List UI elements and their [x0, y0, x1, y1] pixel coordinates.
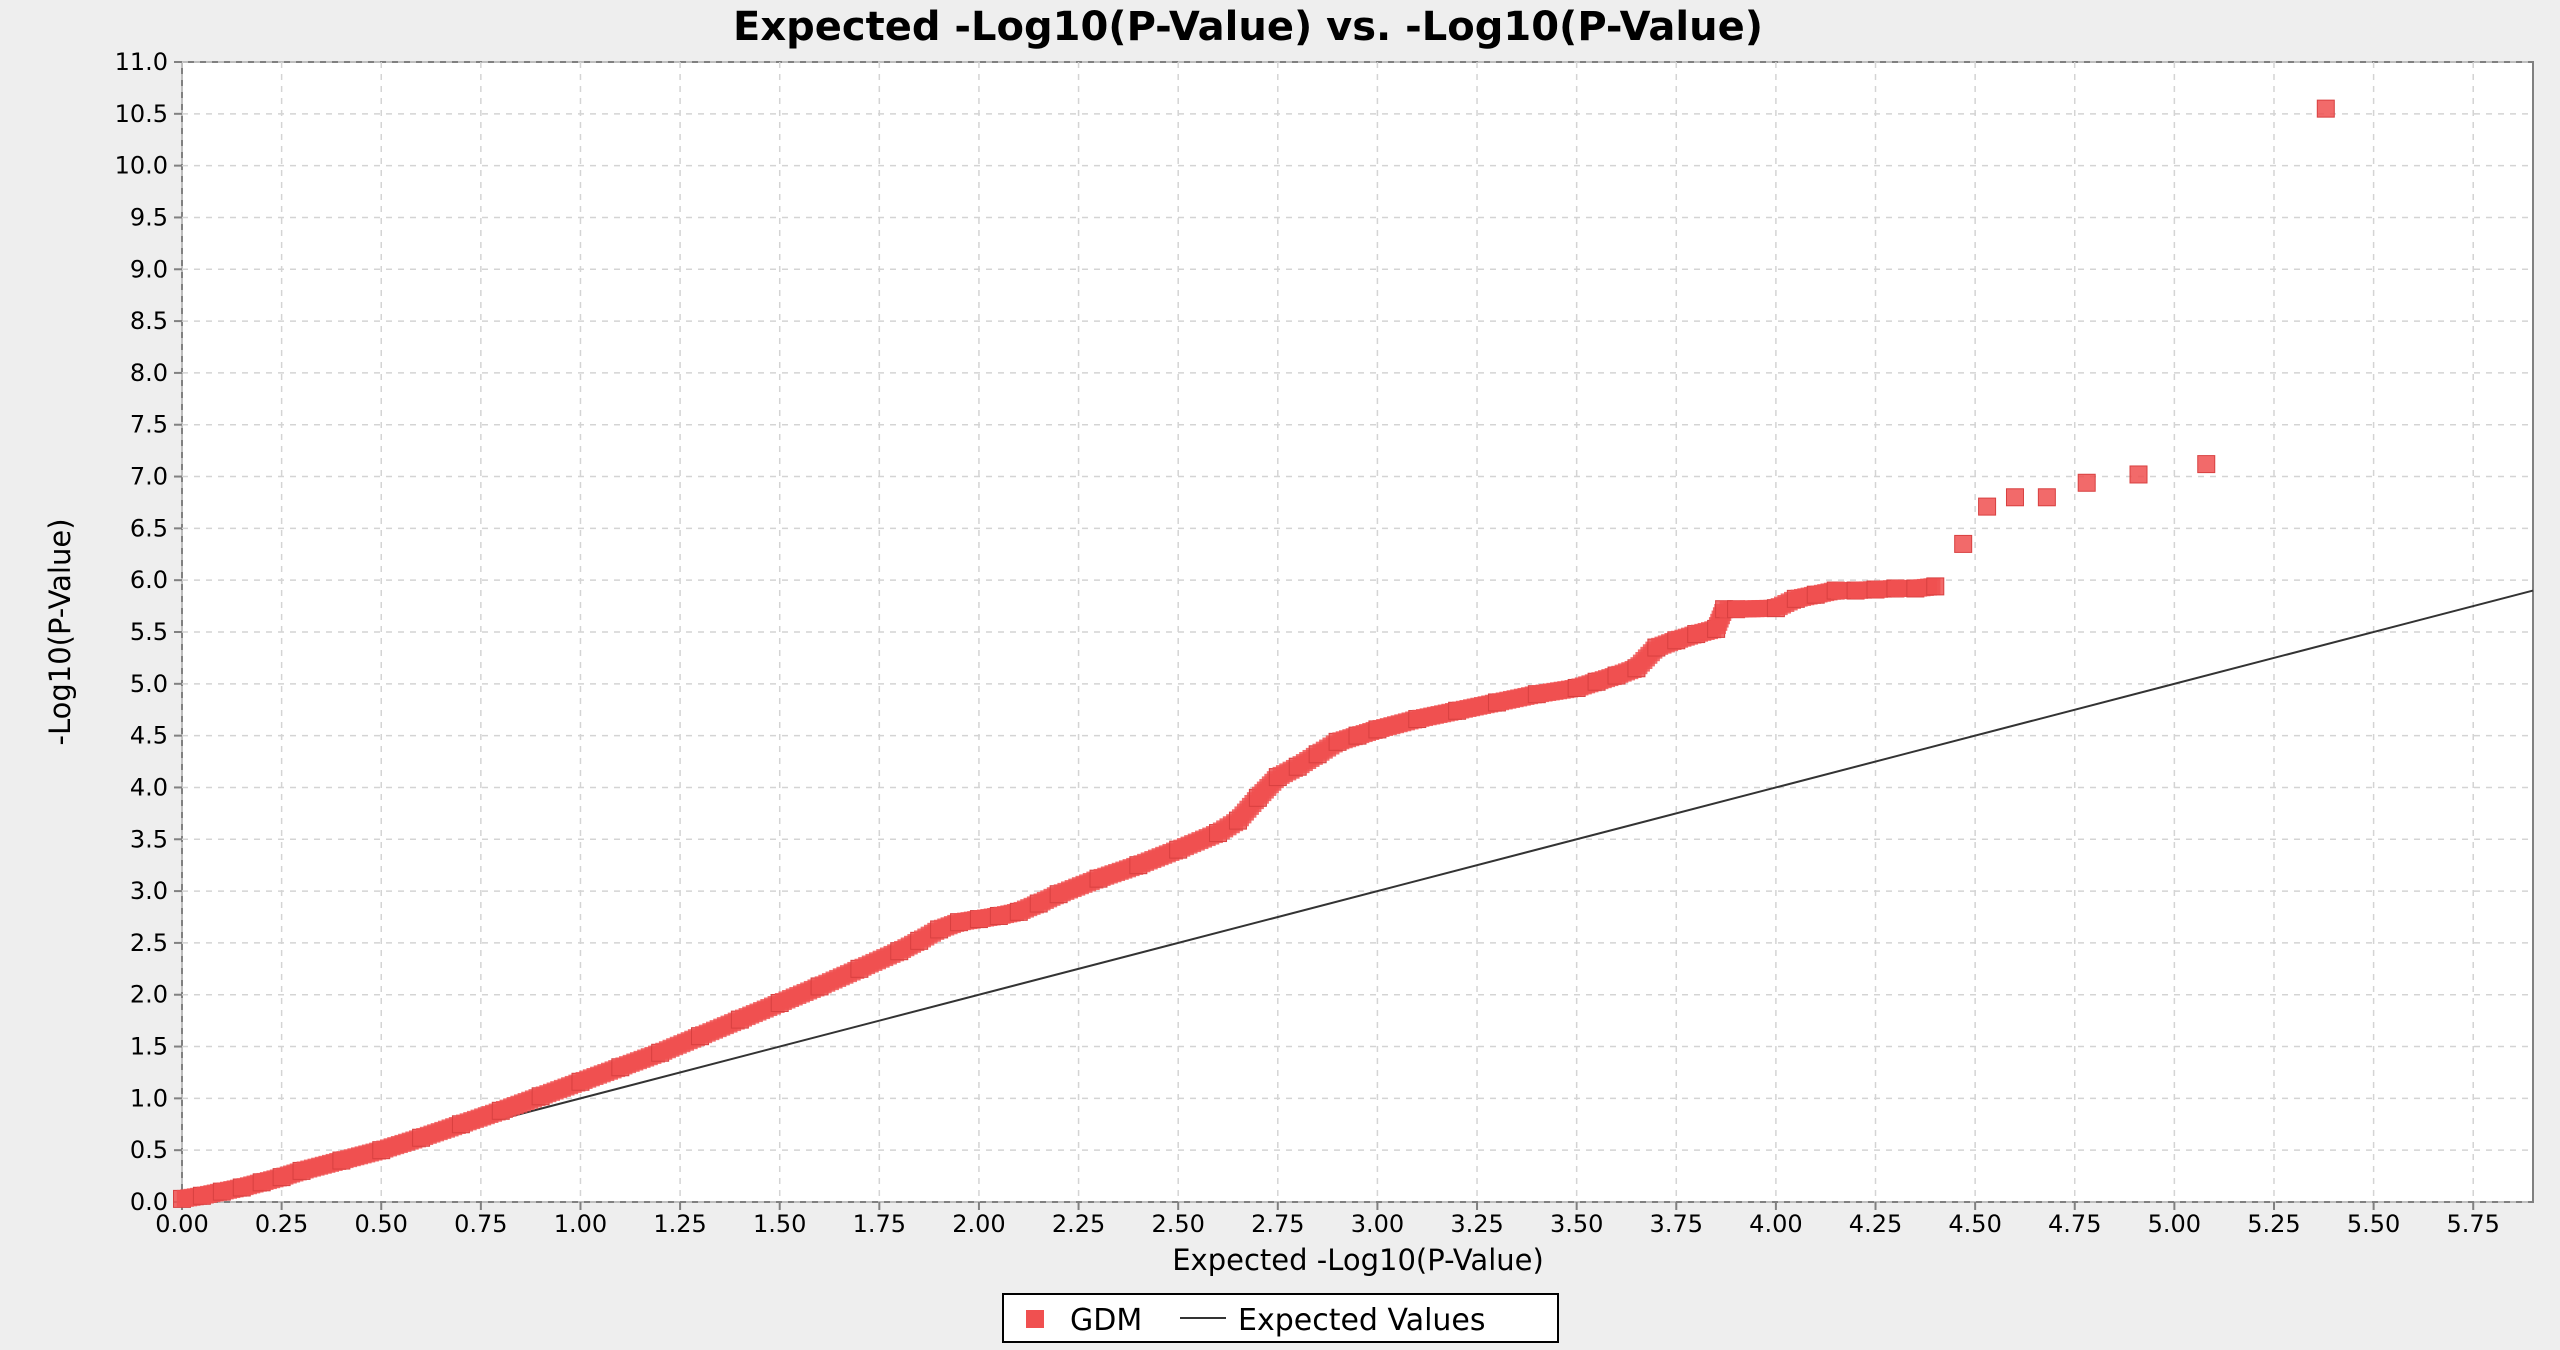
x-tick-label: 2.00 — [952, 1210, 1005, 1238]
y-tick-label: 9.0 — [130, 255, 168, 283]
y-tick-label: 7.5 — [130, 411, 168, 439]
y-tick-label: 2.0 — [130, 981, 168, 1009]
x-tick-label: 0.00 — [155, 1210, 208, 1238]
x-tick-label: 2.25 — [1052, 1210, 1105, 1238]
x-tick-label: 4.00 — [1749, 1210, 1802, 1238]
y-tick-label: 5.0 — [130, 670, 168, 698]
y-tick-label: 3.5 — [130, 825, 168, 853]
data-points — [173, 99, 2335, 1208]
gdm-point — [1926, 577, 1945, 596]
grid-lines — [181, 61, 2533, 1203]
x-tick-label: 1.75 — [853, 1210, 906, 1238]
legend-expected-label: Expected Values — [1238, 1303, 1486, 1338]
gdm-point — [2037, 488, 2056, 507]
gdm-point — [2005, 488, 2024, 507]
y-tick-label: 4.5 — [130, 722, 168, 750]
y-tick-label: 0.0 — [130, 1188, 168, 1216]
y-tick-label: 8.0 — [130, 359, 168, 387]
y-tick-label: 9.5 — [130, 203, 168, 231]
x-tick-label: 5.50 — [2347, 1210, 2400, 1238]
y-axis-label: -Log10(P-Value) — [43, 518, 77, 745]
x-tick-label: 1.50 — [753, 1210, 806, 1238]
x-tick-label: 5.75 — [2447, 1210, 2500, 1238]
x-tick-label: 3.00 — [1351, 1210, 1404, 1238]
x-tick-label: 3.75 — [1650, 1210, 1703, 1238]
x-axis-label: Expected -Log10(P-Value) — [1172, 1243, 1544, 1277]
y-tick-label: 11.0 — [115, 48, 168, 76]
x-tick-label: 0.75 — [454, 1210, 507, 1238]
y-tick-label: 3.0 — [130, 877, 168, 905]
gdm-point — [2077, 473, 2096, 492]
x-tick-label: 4.25 — [1849, 1210, 1902, 1238]
x-tick-label: 4.75 — [2048, 1210, 2101, 1238]
x-tick-label: 5.00 — [2148, 1210, 2201, 1238]
x-tick-label: 1.25 — [653, 1210, 706, 1238]
x-tick-label: 2.50 — [1151, 1210, 1204, 1238]
x-tick-label: 0.50 — [355, 1210, 408, 1238]
gdm-point — [1954, 534, 1973, 553]
expected-values-line — [181, 589, 2534, 1203]
x-tick-label: 3.50 — [1550, 1210, 1603, 1238]
y-tick-label: 10.0 — [115, 152, 168, 180]
y-tick-label: 1.5 — [130, 1033, 168, 1061]
chart-title: Expected -Log10(P-Value) vs. -Log10(P-Va… — [733, 4, 1763, 50]
y-tick-label: 6.5 — [130, 514, 168, 542]
y-tick-label: 8.5 — [130, 307, 168, 335]
y-tick-label: 2.5 — [130, 929, 168, 957]
y-tick-label: 7.0 — [130, 463, 168, 491]
x-tick-label: 1.00 — [554, 1210, 607, 1238]
y-tick-label: 4.0 — [130, 773, 168, 801]
y-tick-label: 0.5 — [130, 1136, 168, 1164]
legend-gdm-label: GDM — [1070, 1303, 1142, 1338]
axis-ticks: 0.00 0.25 0.50 0.75 1.00 1.25 1.50 1.75 2.00 2.25… — [115, 48, 2500, 1238]
expected-line-layer — [181, 589, 2534, 1203]
gdm-point — [1978, 497, 1997, 516]
gdm-point — [2197, 455, 2216, 474]
x-tick-label: 5.25 — [2247, 1210, 2300, 1238]
y-tick-label: 10.5 — [115, 100, 168, 128]
chart-legend: GDM Expected Values — [1002, 1293, 1559, 1343]
y-tick-label: 5.5 — [130, 618, 168, 646]
x-tick-label: 4.50 — [1948, 1210, 2001, 1238]
x-tick-label: 2.75 — [1251, 1210, 1304, 1238]
x-tick-label: 0.25 — [255, 1210, 308, 1238]
gdm-point — [2316, 99, 2335, 118]
legend-box — [1002, 1293, 1559, 1343]
y-tick-label: 1.0 — [130, 1084, 168, 1112]
gdm-point — [2129, 465, 2148, 484]
legend-gdm-swatch — [1026, 1310, 1044, 1328]
y-tick-label: 6.0 — [130, 566, 168, 594]
x-tick-label: 3.25 — [1450, 1210, 1503, 1238]
